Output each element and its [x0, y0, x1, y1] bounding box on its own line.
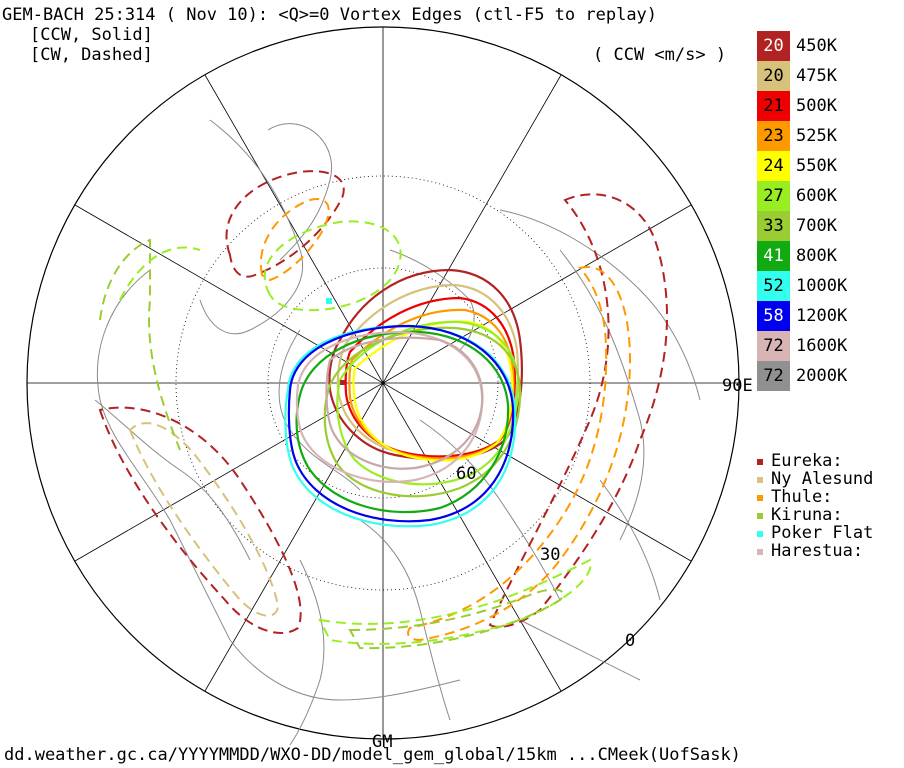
level-label: 1200K	[796, 306, 848, 326]
station-marker-eureka	[340, 380, 345, 385]
level-speed-box: 24	[757, 151, 790, 181]
level-speed-box: 27	[757, 181, 790, 211]
source-footer: dd.weather.gc.ca/YYYYMMDD/WXO-DD/model_g…	[4, 745, 741, 765]
level-row: 21 500K	[757, 91, 902, 121]
station-row: Poker Flat	[757, 524, 902, 542]
level-row: 27 600K	[757, 181, 902, 211]
station-name: Thule:	[771, 487, 833, 507]
station-color-dot	[757, 495, 763, 501]
level-speed-box: 23	[757, 121, 790, 151]
units-label: ( CCW <m/s> )	[593, 45, 727, 65]
level-label: 550K	[796, 156, 837, 176]
longitude-90e-label: 90E	[722, 376, 753, 396]
station-row: Harestua:	[757, 542, 902, 560]
cw-dashed-contours	[98, 170, 668, 650]
station-row: Eureka:	[757, 452, 902, 470]
level-speed-box: 33	[757, 211, 790, 241]
level-label: 800K	[796, 246, 837, 266]
level-label: 450K	[796, 36, 837, 56]
level-speed-box: 58	[757, 301, 790, 331]
station-color-dot	[757, 477, 763, 483]
station-name: Eureka:	[771, 451, 843, 471]
level-label: 700K	[796, 216, 837, 236]
cw-legend-note: [CW, Dashed]	[30, 45, 153, 65]
map-title: GEM-BACH 25:314 ( Nov 10): <Q>=0 Vortex …	[2, 5, 658, 25]
latitude-60-label: 60	[456, 464, 477, 484]
latitude-0-label: 0	[625, 631, 636, 651]
level-row: 23 525K	[757, 121, 902, 151]
level-label: 600K	[796, 186, 837, 206]
level-speed-box: 20	[757, 61, 790, 91]
station-name: Poker Flat	[771, 523, 874, 543]
level-row: 72 2000K	[757, 361, 902, 391]
level-row: 58 1200K	[757, 301, 902, 331]
station-color-dot	[757, 513, 763, 519]
level-speed-box: 52	[757, 271, 790, 301]
level-speed-box: 72	[757, 361, 790, 391]
station-name: Ny Alesund	[771, 469, 874, 489]
level-row: 20 475K	[757, 61, 902, 91]
station-row: Thule:	[757, 488, 902, 506]
station-color-dot	[757, 459, 763, 465]
greenwich-meridian-label: GM	[372, 732, 393, 752]
level-row: 33 700K	[757, 211, 902, 241]
level-row: 52 1000K	[757, 271, 902, 301]
level-row: 20 450K	[757, 31, 902, 61]
level-row: 24 550K	[757, 151, 902, 181]
level-label: 475K	[796, 66, 837, 86]
level-row: 72 1600K	[757, 331, 902, 361]
level-row: 41 800K	[757, 241, 902, 271]
level-label: 525K	[796, 126, 837, 146]
station-color-dot	[757, 531, 763, 537]
latitude-30-label: 30	[540, 545, 561, 565]
station-row: Ny Alesund	[757, 470, 902, 488]
station-color-dot	[757, 549, 763, 555]
station-name: Harestua:	[771, 541, 864, 561]
ccw-solid-contours	[284, 268, 523, 528]
level-label: 2000K	[796, 366, 848, 386]
level-label: 500K	[796, 96, 837, 116]
level-speed-box: 41	[757, 241, 790, 271]
north-pole-dot	[381, 381, 385, 385]
ccw-legend-note: [CCW, Solid]	[30, 25, 153, 45]
level-speed-box: 21	[757, 91, 790, 121]
level-label: 1000K	[796, 276, 848, 296]
station-name: Kiruna:	[771, 505, 843, 525]
station-row: Kiruna:	[757, 506, 902, 524]
level-label: 1600K	[796, 336, 848, 356]
station-marker-poker-flat	[326, 298, 332, 304]
level-speed-box: 20	[757, 31, 790, 61]
level-speed-box: 72	[757, 331, 790, 361]
coastlines	[94, 119, 701, 746]
